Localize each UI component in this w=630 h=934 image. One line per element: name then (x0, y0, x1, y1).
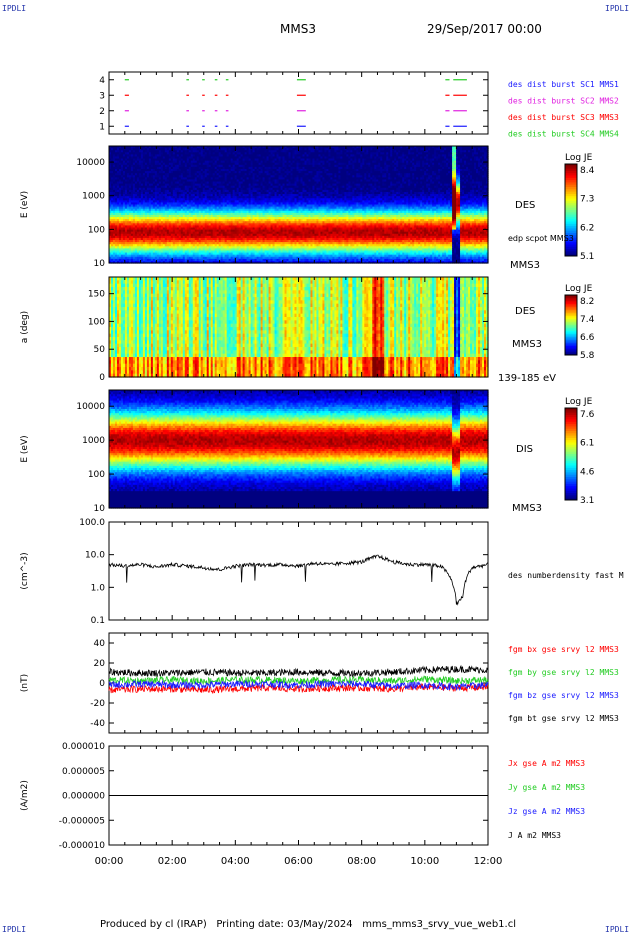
availability-tick-label: 3 (99, 91, 105, 101)
availability-tick-label: 4 (99, 76, 105, 86)
availability-legend-entry: des dist burst SC4 MMS4 (508, 130, 619, 139)
electron-spectrogram-cells (109, 146, 489, 264)
availability-panel (109, 72, 488, 134)
availability-tick-label: 2 (99, 107, 105, 117)
availability-legend-entry: des dist burst SC2 MMS2 (508, 97, 619, 106)
availability-legend-entry: des dist burst SC1 MMS1 (508, 80, 619, 89)
availability-tick-label: 1 (99, 122, 105, 132)
availability-legend-entry: des dist burst SC3 MMS3 (508, 113, 619, 122)
